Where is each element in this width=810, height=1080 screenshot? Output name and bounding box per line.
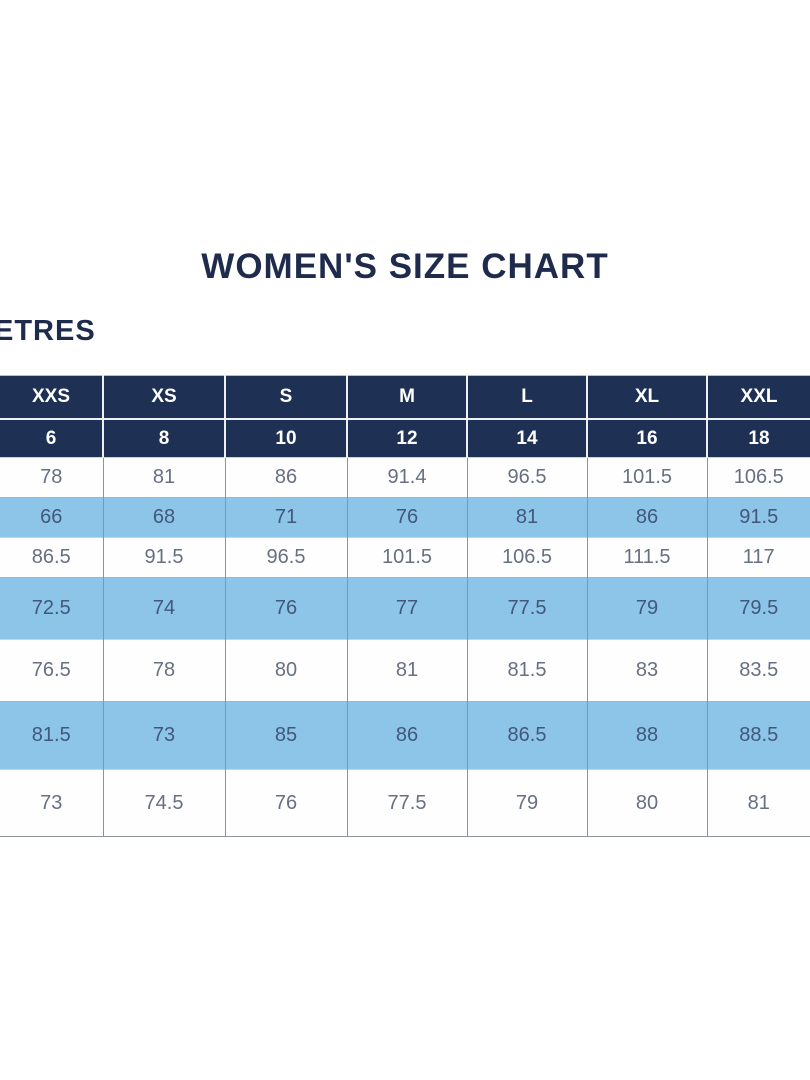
measurement-cell: 96.5 xyxy=(466,457,587,498)
measurement-cell: 91.5 xyxy=(706,497,810,538)
table-row: 73 74.5 76 77.5 79 80 81 xyxy=(0,769,810,837)
measurement-cell: 68 xyxy=(102,497,225,538)
measurement-cell: 111.5 xyxy=(586,537,707,578)
numeric-size-header-cell: 16 xyxy=(586,419,707,458)
size-header-cell: S xyxy=(224,375,347,420)
measurement-cell: 78 xyxy=(0,457,103,498)
measurement-cell: 79 xyxy=(586,577,707,640)
measurement-cell: 86 xyxy=(346,701,467,770)
measurement-cell: 74 xyxy=(102,577,225,640)
measurement-cell: 76.5 xyxy=(0,639,103,702)
table-row: 81.5 73 85 86 86.5 88 88.5 xyxy=(0,701,810,770)
measurement-cell: 86 xyxy=(586,497,707,538)
measurement-cell: 83.5 xyxy=(706,639,810,702)
measurement-cell: 73 xyxy=(102,701,225,770)
measurement-cell: 79 xyxy=(466,769,587,837)
measurement-cell: 88.5 xyxy=(706,701,810,770)
unit-label: ETRES xyxy=(0,315,96,347)
measurement-cell: 77 xyxy=(346,577,467,640)
measurement-cell: 81 xyxy=(706,769,810,837)
measurement-cell: 81 xyxy=(346,639,467,702)
measurement-cell: 91.5 xyxy=(102,537,225,578)
measurement-cell: 106.5 xyxy=(466,537,587,578)
measurement-cell: 72.5 xyxy=(0,577,103,640)
measurement-cell: 86.5 xyxy=(0,537,103,578)
measurement-cell: 76 xyxy=(224,577,347,640)
size-chart-table: XXS XS S M L XL XXL 6 8 10 12 14 16 18 7… xyxy=(0,375,810,837)
table-row: 86.5 91.5 96.5 101.5 106.5 111.5 117 xyxy=(0,537,810,578)
measurement-cell: 86 xyxy=(224,457,347,498)
measurement-cell: 77.5 xyxy=(346,769,467,837)
size-header-cell: XS xyxy=(102,375,225,420)
measurement-cell: 74.5 xyxy=(102,769,225,837)
measurement-cell: 106.5 xyxy=(706,457,810,498)
measurement-cell: 88 xyxy=(586,701,707,770)
measurement-cell: 78 xyxy=(102,639,225,702)
size-header-cell: XL xyxy=(586,375,707,420)
measurement-cell: 81 xyxy=(102,457,225,498)
header-row-numeric-sizes: 6 8 10 12 14 16 18 xyxy=(0,419,810,458)
measurement-cell: 81.5 xyxy=(466,639,587,702)
table-row: 76.5 78 80 81 81.5 83 83.5 xyxy=(0,639,810,702)
numeric-size-header-cell: 10 xyxy=(224,419,347,458)
numeric-size-header-cell: 14 xyxy=(466,419,587,458)
measurement-cell: 77.5 xyxy=(466,577,587,640)
page-title: WOMEN'S SIZE CHART xyxy=(201,247,609,286)
measurement-cell: 101.5 xyxy=(586,457,707,498)
measurement-cell: 83 xyxy=(586,639,707,702)
measurement-cell: 101.5 xyxy=(346,537,467,578)
numeric-size-header-cell: 8 xyxy=(102,419,225,458)
numeric-size-header-cell: 12 xyxy=(346,419,467,458)
measurement-cell: 117 xyxy=(706,537,810,578)
size-header-cell: XXS xyxy=(0,375,103,420)
table-row: 78 81 86 91.4 96.5 101.5 106.5 xyxy=(0,457,810,498)
size-header-cell: M xyxy=(346,375,467,420)
measurement-cell: 80 xyxy=(224,639,347,702)
size-header-cell: L xyxy=(466,375,587,420)
numeric-size-header-cell: 18 xyxy=(706,419,810,458)
measurement-cell: 79.5 xyxy=(706,577,810,640)
header-row-sizes: XXS XS S M L XL XXL xyxy=(0,375,810,420)
measurement-cell: 76 xyxy=(224,769,347,837)
measurement-cell: 85 xyxy=(224,701,347,770)
measurement-cell: 91.4 xyxy=(346,457,467,498)
table-row: 72.5 74 76 77 77.5 79 79.5 xyxy=(0,577,810,640)
measurement-cell: 73 xyxy=(0,769,103,837)
size-header-cell: XXL xyxy=(706,375,810,420)
measurement-cell: 80 xyxy=(586,769,707,837)
table-row: 66 68 71 76 81 86 91.5 xyxy=(0,497,810,538)
measurement-cell: 86.5 xyxy=(466,701,587,770)
measurement-cell: 81 xyxy=(466,497,587,538)
numeric-size-header-cell: 6 xyxy=(0,419,103,458)
measurement-cell: 71 xyxy=(224,497,347,538)
measurement-cell: 96.5 xyxy=(224,537,347,578)
measurement-cell: 81.5 xyxy=(0,701,103,770)
measurement-cell: 76 xyxy=(346,497,467,538)
measurement-cell: 66 xyxy=(0,497,103,538)
